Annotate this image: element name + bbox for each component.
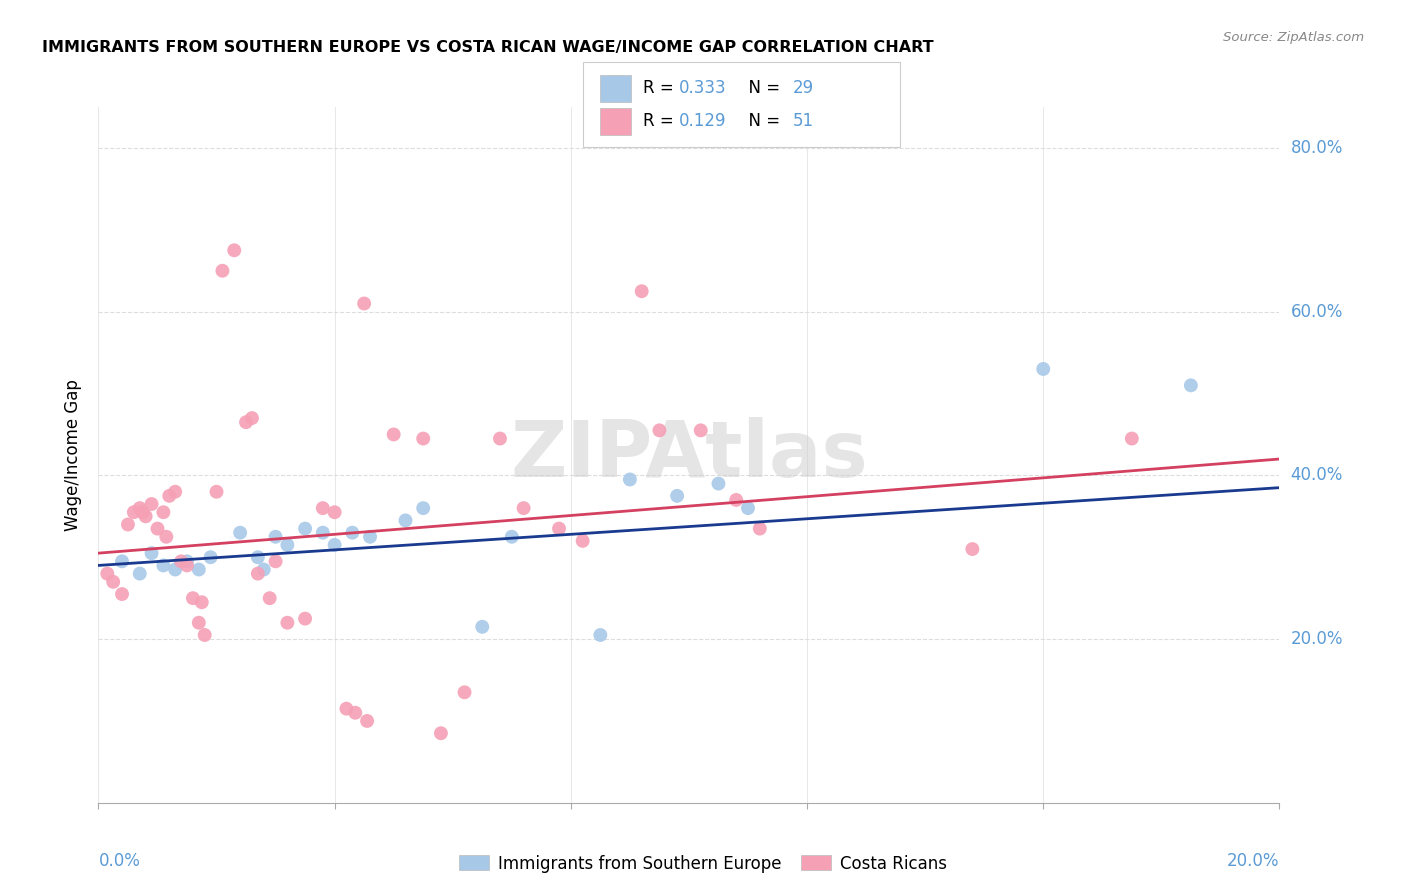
Text: 29: 29 [793,79,814,97]
Point [725,492,748,507]
Point [211,264,233,278]
Point [666,489,689,503]
Point [489,432,512,446]
Point [187,562,209,576]
Point [157,489,180,503]
Point [430,726,453,740]
Point [135,509,157,524]
Point [240,411,263,425]
Point [146,522,169,536]
Point [111,554,134,568]
Text: 0.129: 0.129 [679,112,727,130]
Legend: Immigrants from Southern Europe, Costa Ricans: Immigrants from Southern Europe, Costa R… [453,848,953,880]
Point [323,538,346,552]
Point [264,530,287,544]
Point [205,484,228,499]
Point [103,574,125,589]
Point [294,612,316,626]
Point [170,554,193,568]
Point [259,591,281,606]
Point [342,525,364,540]
Point [276,615,298,630]
Point [152,558,174,573]
Point [246,566,269,581]
Point [394,513,416,527]
Point [141,497,163,511]
Point [181,591,204,606]
Point [194,628,217,642]
Point [141,546,163,560]
Point [548,522,571,536]
Point [246,550,269,565]
Text: 51: 51 [793,112,814,130]
Point [117,517,139,532]
Text: N =: N = [738,112,786,130]
Point [253,562,276,576]
Text: R =: R = [643,79,679,97]
Point [312,525,335,540]
Point [501,530,523,544]
Point [353,296,375,310]
Text: 40.0%: 40.0% [1291,467,1343,484]
Point [294,522,316,536]
Point [96,566,118,581]
Point [132,505,155,519]
Text: Source: ZipAtlas.com: Source: ZipAtlas.com [1223,31,1364,45]
Point [1121,432,1143,446]
Point [344,706,367,720]
Point [707,476,730,491]
Point [619,473,641,487]
Text: ZIPAtlas: ZIPAtlas [510,417,868,493]
Text: 20.0%: 20.0% [1227,852,1279,870]
Point [323,505,346,519]
Text: 20.0%: 20.0% [1291,630,1343,648]
Point [630,284,652,298]
Point [962,542,984,557]
Text: R =: R = [643,112,679,130]
Point [191,595,214,609]
Point [152,505,174,519]
Point [648,423,671,437]
Point [571,533,593,548]
Point [512,501,534,516]
Point [1032,362,1054,376]
Point [235,415,257,429]
Point [471,620,494,634]
Point [128,566,150,581]
Point [359,530,381,544]
Point [748,522,770,536]
Point [229,525,252,540]
Y-axis label: Wage/Income Gap: Wage/Income Gap [65,379,83,531]
Point [128,501,150,516]
Point [200,550,222,565]
Point [165,484,187,499]
Point [165,562,187,576]
Point [122,505,145,519]
Point [737,501,759,516]
Point [187,615,209,630]
Point [689,423,711,437]
Point [155,530,177,544]
Point [276,538,298,552]
Point [111,587,134,601]
Point [453,685,475,699]
Text: 80.0%: 80.0% [1291,139,1343,157]
Text: IMMIGRANTS FROM SOUTHERN EUROPE VS COSTA RICAN WAGE/INCOME GAP CORRELATION CHART: IMMIGRANTS FROM SOUTHERN EUROPE VS COSTA… [42,40,934,55]
Point [589,628,612,642]
Text: 0.333: 0.333 [679,79,727,97]
Point [1180,378,1202,392]
Text: 0.0%: 0.0% [98,852,141,870]
Point [412,432,434,446]
Point [176,558,198,573]
Text: 60.0%: 60.0% [1291,302,1343,321]
Point [224,244,246,258]
Text: N =: N = [738,79,786,97]
Point [382,427,405,442]
Point [264,554,287,568]
Point [356,714,378,728]
Point [335,701,357,715]
Point [312,501,335,516]
Point [412,501,434,516]
Point [176,554,198,568]
